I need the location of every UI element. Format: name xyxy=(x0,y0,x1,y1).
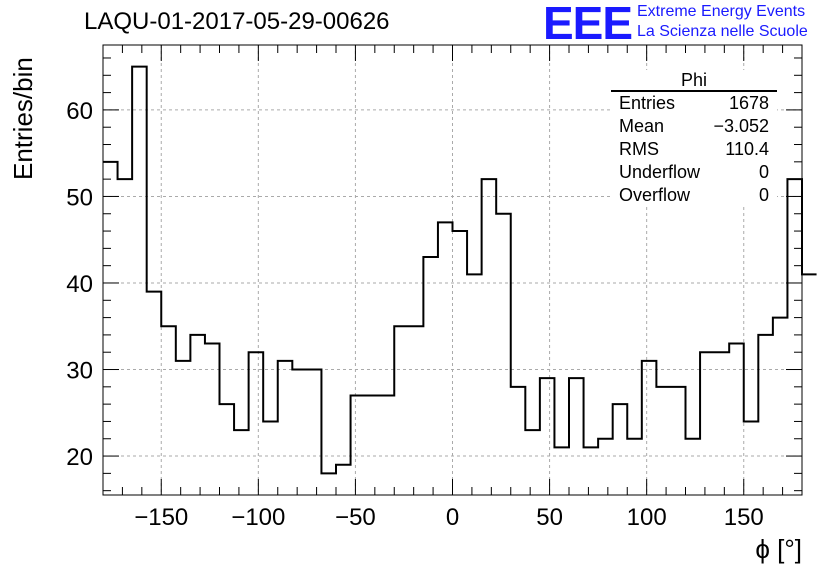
histogram-bin xyxy=(336,465,351,495)
logo-caption: Extreme Energy Events La Scienza nelle S… xyxy=(637,2,808,42)
stats-row-overflow: Overflow 0 xyxy=(611,184,777,207)
histogram-bin xyxy=(263,421,278,495)
histogram-bin xyxy=(205,344,220,495)
histogram-bin xyxy=(642,361,657,495)
histogram-bin xyxy=(220,404,235,495)
eee-logo: EEE xyxy=(543,0,633,49)
x-tick-label: 0 xyxy=(446,504,459,531)
stats-row-mean: Mean −3.052 xyxy=(611,115,777,138)
stats-row-underflow: Underflow 0 xyxy=(611,161,777,184)
y-axis-label: Entries/bin xyxy=(8,57,38,180)
histogram-bin xyxy=(234,430,249,495)
stats-value: −3.052 xyxy=(713,116,769,136)
x-tick-label: 150 xyxy=(724,504,764,531)
histogram-bin xyxy=(307,370,322,495)
histogram-bin xyxy=(161,326,176,495)
histogram-bin xyxy=(380,395,395,495)
histogram-bin xyxy=(511,387,526,495)
histogram-bin xyxy=(292,370,307,495)
histogram-bin xyxy=(700,352,715,495)
chart-title: LAQU-01-2017-05-29-00626 xyxy=(84,8,390,35)
histogram-bin xyxy=(525,430,540,495)
histogram-bin xyxy=(758,335,773,495)
stats-box: Phi Entries 1678 Mean −3.052 RMS 110.4 U… xyxy=(611,70,777,207)
stats-label: Underflow xyxy=(619,162,701,182)
y-tick-label: 60 xyxy=(66,98,93,125)
histogram-bin xyxy=(656,387,671,495)
y-tick-label: 40 xyxy=(66,271,93,298)
histogram-bin xyxy=(613,404,628,495)
logo-line-1: Extreme Energy Events xyxy=(637,3,806,20)
stats-label: Entries xyxy=(619,93,676,113)
stats-value: 1678 xyxy=(728,93,769,113)
histogram-bin xyxy=(132,67,147,495)
histogram-bin xyxy=(409,326,424,495)
x-tick-label: −100 xyxy=(231,504,285,531)
histogram-bin xyxy=(103,162,118,495)
histogram-bin xyxy=(744,421,759,495)
histogram-bin xyxy=(554,447,569,495)
histogram-bin xyxy=(321,473,336,495)
stats-row-entries: Entries 1678 xyxy=(611,92,777,115)
histogram-bin xyxy=(118,179,133,495)
x-tick-label: 100 xyxy=(627,504,667,531)
stats-title: Phi xyxy=(611,70,777,92)
histogram-bin xyxy=(365,395,380,495)
y-tick-label: 20 xyxy=(66,444,93,471)
histogram-bin xyxy=(569,378,584,495)
histogram-bin xyxy=(686,439,701,495)
histogram-bin xyxy=(190,335,205,495)
y-tick-label: 30 xyxy=(66,358,93,385)
stats-value: 0 xyxy=(758,162,769,182)
stats-value: 110.4 xyxy=(725,139,769,159)
histogram-bin xyxy=(351,395,366,495)
histogram-bin xyxy=(394,326,409,495)
stats-label: Overflow xyxy=(619,185,691,205)
histogram-bin xyxy=(671,387,686,495)
histogram-bin xyxy=(598,439,613,495)
histogram-bin xyxy=(249,352,264,495)
stats-label: Mean xyxy=(619,116,665,136)
logo-line-2: La Scienza nelle Scuole xyxy=(637,23,808,40)
histogram-bin xyxy=(467,274,482,495)
histogram-outline xyxy=(103,65,817,475)
y-tick-label: 50 xyxy=(66,184,93,211)
histogram-bin xyxy=(147,292,162,495)
histogram-bin xyxy=(729,344,744,495)
histogram-bin xyxy=(423,257,438,495)
stats-value: 0 xyxy=(758,185,769,205)
histogram-bin xyxy=(773,318,788,495)
histogram-bin xyxy=(627,439,642,495)
histogram-bin xyxy=(715,352,730,495)
histogram-bin xyxy=(787,179,802,495)
histogram-bin xyxy=(540,378,555,495)
x-tick-label: −150 xyxy=(134,504,188,531)
histogram-bin xyxy=(278,361,293,495)
x-tick-label: 50 xyxy=(536,504,563,531)
histogram-bin xyxy=(453,231,468,495)
histogram-bin xyxy=(482,179,497,495)
histogram-bin xyxy=(176,361,191,495)
x-axis-label: ϕ [°] xyxy=(755,534,802,564)
stats-row-rms: RMS 110.4 xyxy=(611,138,777,161)
histogram-bin xyxy=(496,214,511,495)
histogram-bin xyxy=(438,222,453,495)
histogram-bin xyxy=(802,274,817,495)
x-tick-label: −50 xyxy=(335,504,376,531)
histogram-bin xyxy=(584,447,599,495)
stats-label: RMS xyxy=(619,139,659,159)
